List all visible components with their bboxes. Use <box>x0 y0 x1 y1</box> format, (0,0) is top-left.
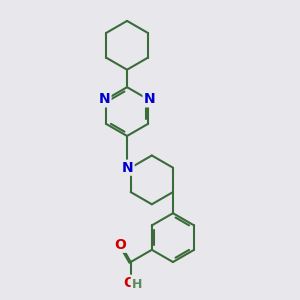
Text: O: O <box>114 238 126 252</box>
Text: N: N <box>144 92 155 106</box>
Text: N: N <box>99 92 110 106</box>
Text: N: N <box>122 161 134 175</box>
Text: O: O <box>124 276 135 290</box>
Text: H: H <box>132 278 142 291</box>
